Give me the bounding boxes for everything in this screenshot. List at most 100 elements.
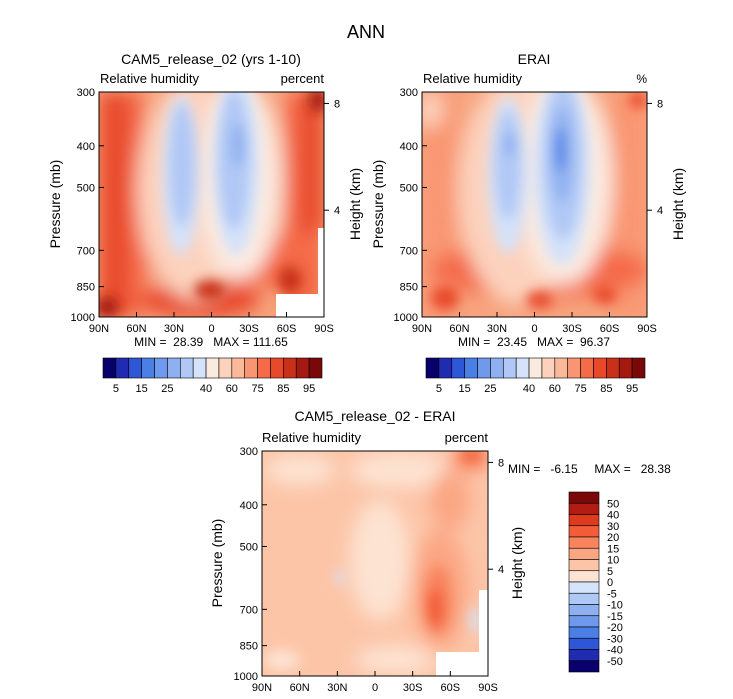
colorbar-swatch bbox=[244, 357, 258, 379]
y-tick-label: 1000 bbox=[71, 312, 95, 324]
y-tick-label: 500 bbox=[240, 541, 258, 553]
x-tick-label: 30N bbox=[487, 323, 507, 335]
x-tick-label: 0 bbox=[208, 323, 214, 335]
colorbar-label: 5 bbox=[607, 566, 613, 578]
missing-data-mask bbox=[436, 652, 488, 676]
y-axis-right-label: Height (km) bbox=[347, 168, 363, 240]
panel-right-string: percent bbox=[445, 430, 489, 445]
colorbar-label: 25 bbox=[161, 383, 173, 395]
colorbar-swatch bbox=[554, 357, 569, 379]
colorbar-label: 10 bbox=[607, 555, 619, 567]
y-tick-label: 1000 bbox=[234, 671, 258, 683]
colorbar: 5 15 25 40 60 75 85 95 bbox=[102, 357, 323, 395]
colorbar-label: 5 bbox=[113, 383, 119, 395]
colorbar-swatch bbox=[102, 357, 117, 379]
colorbar-label: 40 bbox=[607, 510, 619, 522]
colorbar-swatch bbox=[192, 357, 207, 379]
y-tick-label: 400 bbox=[240, 500, 258, 512]
colorbar-swatch bbox=[568, 547, 600, 560]
y-tick-label: 1000 bbox=[394, 312, 418, 324]
y-axis-label: Pressure (mb) bbox=[47, 160, 63, 249]
colorbar-swatch bbox=[205, 357, 220, 379]
x-axis: 90N 60N 30N 0 30S 60S 90S bbox=[89, 312, 334, 335]
colorbar-label: 30 bbox=[607, 521, 619, 533]
colorbar-label: 5 bbox=[436, 383, 442, 395]
y-right-tick-label: 8 bbox=[498, 457, 504, 469]
colorbar-label: 0 bbox=[607, 577, 613, 589]
colorbar-label: 20 bbox=[607, 532, 619, 544]
stats-text: MIN = 28.39 MAX = 111.65 bbox=[134, 335, 288, 349]
colorbar-label: 25 bbox=[484, 383, 496, 395]
y-axis-label: Pressure (mb) bbox=[209, 519, 225, 608]
colorbar-label: 85 bbox=[600, 383, 612, 395]
colorbar-label: 40 bbox=[523, 383, 535, 395]
x-tick-label: 90S bbox=[478, 682, 498, 694]
colorbar: 5 15 25 40 60 75 85 95 bbox=[425, 357, 646, 395]
y-tick-label: 300 bbox=[400, 87, 418, 99]
colorbar-swatch bbox=[283, 357, 297, 379]
colorbar-swatch bbox=[568, 559, 600, 572]
colorbar-label: 95 bbox=[303, 383, 315, 395]
colorbar-swatch bbox=[568, 649, 600, 662]
panel-model: CAM5_release_02 (yrs 1-10) Relative humi… bbox=[47, 51, 363, 395]
colorbar-swatch bbox=[179, 357, 194, 379]
panel-title: ERAI bbox=[518, 51, 551, 67]
colorbar-swatch bbox=[490, 357, 504, 379]
colorbar-label: -15 bbox=[607, 611, 623, 623]
colorbar-swatch bbox=[115, 357, 130, 379]
contour-field bbox=[262, 451, 488, 676]
x-tick-label: 60S bbox=[441, 682, 461, 694]
colorbar-swatch bbox=[568, 581, 600, 594]
colorbar-swatch bbox=[451, 357, 465, 379]
panel-difference: CAM5_release_02 - ERAI Relative humidity… bbox=[209, 408, 671, 694]
y-tick-label: 700 bbox=[240, 604, 258, 616]
y-tick-label: 700 bbox=[400, 245, 418, 257]
colorbar-label: 40 bbox=[200, 383, 212, 395]
colorbar-swatch bbox=[568, 637, 600, 650]
x-tick-label: 30N bbox=[327, 682, 347, 694]
colorbar-swatch bbox=[618, 357, 633, 379]
panel-title: CAM5_release_02 - ERAI bbox=[294, 408, 455, 424]
panel-right-string: % bbox=[636, 72, 647, 86]
figure-title: ANN bbox=[347, 22, 385, 42]
colorbar-label: 75 bbox=[574, 383, 586, 395]
colorbar-swatch bbox=[606, 357, 620, 379]
colorbar-swatch bbox=[270, 357, 284, 379]
colorbar-label: -40 bbox=[607, 645, 623, 657]
colorbar-swatch bbox=[568, 536, 600, 549]
colorbar-label: 15 bbox=[459, 383, 471, 395]
y-axis: 300 400 500 700 850 1000 8 4 bbox=[71, 87, 341, 324]
panel-left-string: Relative humidity bbox=[423, 71, 522, 86]
x-tick-label: 90S bbox=[314, 323, 334, 335]
colorbar-swatch bbox=[568, 514, 600, 527]
colorbar-swatch bbox=[568, 491, 600, 504]
colorbar-swatch bbox=[568, 525, 600, 538]
colorbar-swatch bbox=[128, 357, 142, 379]
x-tick-label: 30N bbox=[164, 323, 184, 335]
y-tick-label: 850 bbox=[77, 282, 95, 294]
colorbar-swatch bbox=[568, 570, 600, 583]
colorbar-swatch bbox=[580, 357, 594, 379]
y-tick-label: 400 bbox=[400, 141, 418, 153]
colorbar-swatch bbox=[515, 357, 530, 379]
colorbar-swatch bbox=[218, 357, 233, 379]
colorbar-swatch bbox=[425, 357, 440, 379]
y-tick-label: 500 bbox=[400, 182, 418, 194]
colorbar-swatch bbox=[295, 357, 310, 379]
colorbar-swatch bbox=[568, 604, 600, 617]
missing-data-mask bbox=[276, 294, 324, 317]
colorbar-label: -30 bbox=[607, 633, 623, 645]
colorbar-label: 60 bbox=[226, 383, 238, 395]
stats-text: MIN = -6.15 MAX = 28.38 bbox=[508, 462, 671, 476]
colorbar-swatch bbox=[528, 357, 543, 379]
panel-obs: ERAI Relative humidity % bbox=[370, 51, 686, 395]
panel-left-string: Relative humidity bbox=[262, 430, 361, 445]
colorbar-swatch bbox=[231, 357, 246, 379]
panel-right-string: percent bbox=[281, 71, 325, 86]
x-tick-label: 90N bbox=[89, 323, 109, 335]
y-tick-label: 850 bbox=[400, 282, 418, 294]
colorbar-swatch bbox=[464, 357, 478, 379]
y-tick-label: 300 bbox=[240, 446, 258, 458]
colorbar-swatch bbox=[438, 357, 453, 379]
